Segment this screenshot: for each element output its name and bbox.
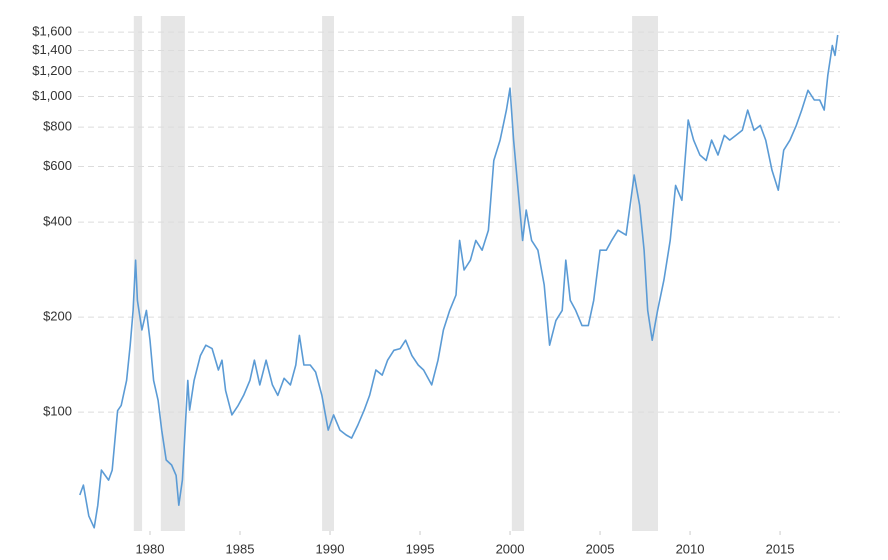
x-tick-label: 2000 [496, 541, 525, 556]
recession-band [322, 16, 334, 531]
y-tick-label: $1,400 [32, 42, 72, 57]
y-tick-label: $1,000 [32, 88, 72, 103]
x-tick-label: 1995 [406, 541, 435, 556]
price-line [79, 34, 839, 529]
y-tick-label: $100 [43, 404, 72, 419]
y-tick-label: $1,200 [32, 63, 72, 78]
recession-band [133, 16, 143, 531]
x-tick-label: 1985 [226, 541, 255, 556]
y-tick-label: $1,600 [32, 24, 72, 39]
x-tick-label: 1990 [316, 541, 345, 556]
recession-band [511, 16, 525, 531]
x-tick-label: 1980 [136, 541, 165, 556]
y-tick-label: $200 [43, 309, 72, 324]
y-tick-label: $400 [43, 214, 72, 229]
y-tick-label: $800 [43, 119, 72, 134]
x-tick-label: 2005 [586, 541, 615, 556]
recession-band [160, 16, 185, 531]
x-tick-label: 2010 [676, 541, 705, 556]
x-tick-label: 2015 [766, 541, 795, 556]
y-tick-label: $600 [43, 158, 72, 173]
